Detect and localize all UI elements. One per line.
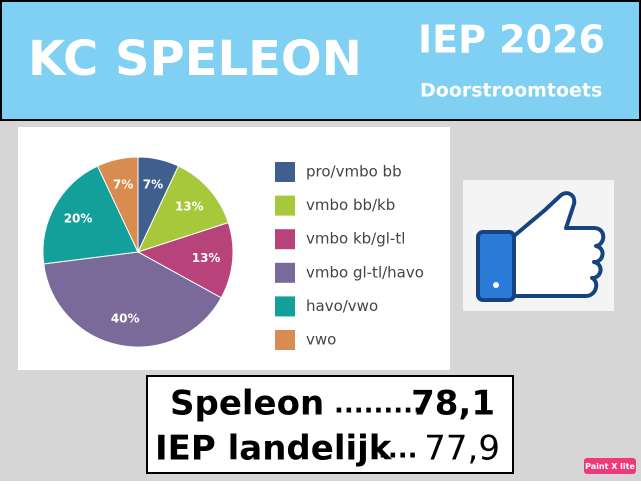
legend-swatch [275,262,295,283]
score-label: Speleon [170,384,324,424]
slice-label: 7% [113,178,133,192]
thumbs-up-icon [476,191,606,302]
score-label: IEP landelijk [155,429,393,469]
pie-chart: 7% 13% 13% 40% 20% 7% pro/vmbo bb vmbo bb/kb vmb… [42,156,424,350]
score-dots: .... [378,435,418,465]
subtitle: IEP 2026 [418,18,605,62]
legend-label: havo/vwo [306,297,378,315]
legend-label: vwo [306,331,336,349]
score-value: 77,9 [424,429,500,469]
legend-swatch [275,229,295,250]
pie-slice [43,251,222,348]
icon-hand [512,191,606,298]
legend-swatch [275,162,295,182]
score-value: 78,1 [411,384,495,424]
watermark: Paint X lite [585,462,635,471]
score-dots: ......... [334,390,423,420]
legend-label: pro/vmbo bb [306,163,402,181]
tagline: Doorstroomtoets [420,80,602,102]
slice-label: 7% [143,178,163,192]
slice-label: 40% [111,312,140,326]
icon-cuff [476,230,516,302]
score-box [146,375,514,474]
legend-swatch [275,195,295,216]
slice-label: 20% [64,212,93,226]
pie-slice [42,165,139,265]
legend-swatch [275,330,295,350]
legend-swatch [275,296,295,317]
title: KC SPELEON [28,31,362,87]
pie-slice [96,156,139,253]
legend-label: vmbo bb/kb [306,196,395,214]
watermark-badge [584,458,636,474]
legend-label: vmbo kb/gl-tl [306,230,405,248]
icon-dot [493,282,499,288]
header [0,0,641,121]
slice-label: 13% [175,199,204,213]
slice-label: 13% [192,251,221,265]
legend-label: vmbo gl-tl/havo [306,263,424,281]
pie-slice [137,165,229,253]
pie-slice [136,222,234,299]
